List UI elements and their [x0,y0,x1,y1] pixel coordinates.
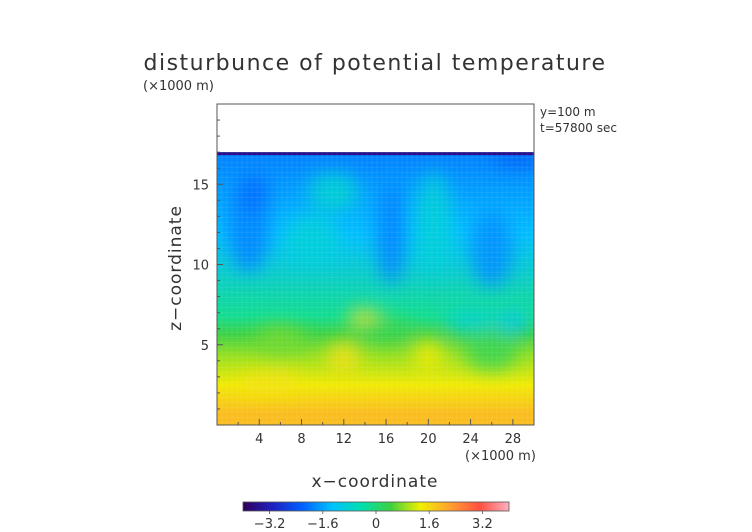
x-tick-label: 28 [505,432,522,447]
x-tick-label: 4 [255,432,263,447]
eddy [376,181,407,284]
y-tick-label: 15 [192,178,209,193]
colorbar-tick-label: 1.6 [419,517,440,532]
x-tick-label: 8 [297,432,305,447]
colorbar [242,501,510,512]
colorbar-ticks: −3.2 −1.6 0 1.6 3.2 [254,511,493,532]
eddy [255,325,306,355]
colorbar-tick-label: −1.6 [307,517,339,532]
eddy [470,209,513,287]
z-unit-note: (×1000 m) [143,79,214,94]
heatmap-field [217,152,534,425]
x-axis-label: x−coordinate [312,472,439,492]
eddy [414,173,453,276]
colorbar-tick-label: 3.2 [472,517,493,532]
eddy [307,173,359,212]
eddy [238,372,302,395]
x-tick-label: 16 [378,432,395,447]
x-tick-label: 24 [462,432,479,447]
y-axis: 5 10 15 [192,119,223,410]
x-tick-label: 20 [420,432,437,447]
y-axis-label: z−coordinate [166,205,186,331]
chart-title: disturbunce of potential temperature [144,51,607,76]
y-tick-label: 5 [201,339,209,354]
annotation-time: t=57800 sec [540,121,617,135]
x-axis: 4 8 12 16 20 24 28 [237,419,522,447]
domain-top-edge [217,152,534,156]
annotation-y: y=100 m [540,105,596,119]
eddy [491,152,534,165]
eddy [358,317,414,337]
eddy [238,173,270,212]
eddy [445,309,496,332]
eddy [465,331,519,371]
x-tick-label: 12 [336,432,353,447]
eddy [495,311,530,334]
eddy [412,339,445,373]
colorbar-tick-label: 0 [372,517,380,532]
y-tick-label: 10 [192,259,209,274]
colorbar-tick-label: −3.2 [254,517,286,532]
x-unit-note: (×1000 m) [465,449,536,464]
eddy [284,214,340,267]
eddy [326,341,361,374]
